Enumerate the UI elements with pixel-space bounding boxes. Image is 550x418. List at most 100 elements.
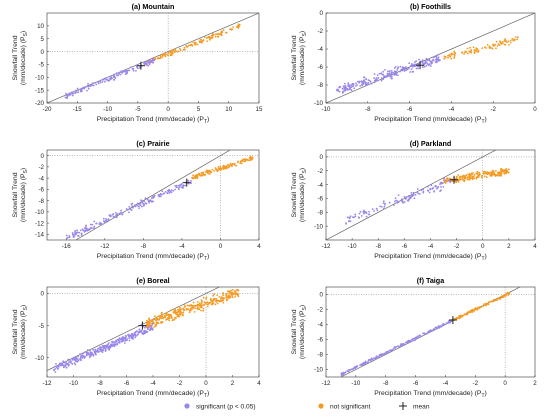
significant-point xyxy=(117,341,120,344)
x-tick-label: 15 xyxy=(256,106,263,113)
significant-point xyxy=(400,198,403,201)
significant-point xyxy=(449,180,451,183)
not-significant-point xyxy=(178,315,181,318)
not-significant-point xyxy=(463,313,466,316)
significant-point xyxy=(390,75,393,77)
significant-point xyxy=(125,336,127,339)
significant-point xyxy=(407,340,410,342)
not-significant-point xyxy=(174,49,177,52)
not-significant-point xyxy=(183,47,186,49)
plot-area xyxy=(47,13,259,103)
significant-point xyxy=(427,190,430,192)
significant-point xyxy=(137,67,139,70)
significant-point xyxy=(439,183,441,186)
significant-point xyxy=(152,57,155,60)
not-significant-point xyxy=(196,177,199,180)
not-significant-point xyxy=(251,156,254,159)
not-significant-point xyxy=(160,321,162,324)
not-significant-point xyxy=(214,300,217,303)
significant-point xyxy=(403,343,406,346)
significant-point xyxy=(77,89,80,92)
significant-point xyxy=(349,215,352,218)
significant-point xyxy=(439,190,441,193)
significant-point xyxy=(377,79,379,82)
significant-point xyxy=(382,78,384,81)
significant-point xyxy=(360,215,363,217)
not-significant-point xyxy=(475,177,478,180)
significant-point xyxy=(121,339,124,341)
significant-point xyxy=(350,84,353,86)
significant-point xyxy=(69,360,72,363)
not-significant-point xyxy=(501,42,504,45)
significant-point xyxy=(422,190,425,193)
not-significant-point xyxy=(229,28,232,31)
not-significant-point xyxy=(473,49,476,51)
panel-4: -12 -10 -8 -6 -4 -2 0 2 4 -10 -8 -6 -4 -2 0 (d) Parklan… xyxy=(291,139,537,262)
significant-point xyxy=(434,185,437,188)
significant-point xyxy=(74,363,77,366)
significant-point xyxy=(348,368,350,371)
significant-point xyxy=(433,190,436,192)
not-significant-point xyxy=(455,175,458,178)
not-significant-point xyxy=(489,174,492,177)
not-significant-point xyxy=(184,48,186,51)
significant-point xyxy=(427,58,430,61)
not-significant-point xyxy=(482,172,485,175)
significant-point xyxy=(168,192,171,194)
significant-point xyxy=(121,213,124,216)
significant-point xyxy=(95,83,98,86)
significant-point xyxy=(346,89,349,91)
significant-point xyxy=(365,211,368,214)
significant-point xyxy=(376,74,379,76)
significant-point xyxy=(119,213,122,215)
significant-point xyxy=(77,359,80,362)
not-significant-point xyxy=(503,40,506,43)
significant-point xyxy=(390,71,393,74)
not-significant-point xyxy=(507,168,510,171)
significant-point xyxy=(92,348,94,351)
not-significant-point xyxy=(213,297,216,300)
significant-point xyxy=(67,364,70,366)
significant-point xyxy=(104,80,106,83)
x-tick-label: -4 xyxy=(179,243,185,250)
significant-point xyxy=(136,330,138,332)
not-significant-point xyxy=(202,307,205,310)
significant-point xyxy=(151,59,154,62)
significant-point xyxy=(439,181,442,184)
y-tick-label: 5 xyxy=(41,36,45,43)
significant-point xyxy=(399,65,402,68)
significant-point xyxy=(349,84,351,87)
significant-point xyxy=(102,349,105,352)
significant-point xyxy=(411,337,414,340)
not-significant-point xyxy=(249,157,252,160)
significant-point xyxy=(65,92,67,95)
y-tick-label: -8 xyxy=(317,82,323,89)
significant-point xyxy=(101,81,104,83)
significant-point xyxy=(134,204,136,207)
significant-point xyxy=(104,77,107,79)
significant-point xyxy=(158,195,160,198)
not-significant-point xyxy=(491,47,494,50)
not-significant-point xyxy=(200,309,203,312)
significant-point xyxy=(94,82,96,84)
not-significant-point xyxy=(147,324,150,326)
x-tick-label: -8 xyxy=(97,380,103,387)
significant-point xyxy=(89,223,92,226)
not-significant-point xyxy=(219,166,222,168)
significant-point xyxy=(423,332,426,335)
significant-point xyxy=(435,56,438,59)
significant-point xyxy=(100,347,102,350)
significant-point xyxy=(363,79,365,82)
not-significant-point xyxy=(171,319,174,322)
significant-point xyxy=(101,351,104,353)
not-significant-point xyxy=(212,302,215,305)
significant-point xyxy=(116,342,118,344)
significant-point xyxy=(375,207,378,210)
significant-point xyxy=(89,351,92,354)
significant-point xyxy=(113,78,116,81)
not-significant-point xyxy=(179,49,182,52)
significant-point xyxy=(444,179,446,182)
not-significant-point xyxy=(235,293,238,295)
not-significant-point xyxy=(231,164,234,166)
